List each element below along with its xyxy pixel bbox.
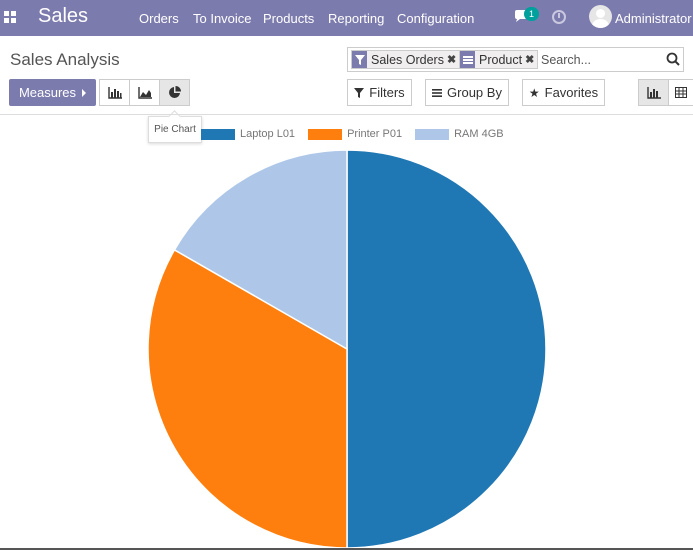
legend-item-laptop[interactable]: Laptop L01 <box>201 128 295 140</box>
facet-label: Sales Orders <box>371 52 444 67</box>
search-bar: Sales Orders ✖ Product ✖ <box>347 47 684 72</box>
pivot-view-icon <box>675 87 687 98</box>
line-chart-icon <box>137 86 152 99</box>
graph-view-icon <box>646 86 661 99</box>
legend-label: Laptop L01 <box>240 128 296 140</box>
control-panel-divider <box>0 114 693 115</box>
legend-item-printer[interactable]: Printer P01 <box>308 128 402 140</box>
favorites-button[interactable]: ★ Favorites <box>522 79 605 106</box>
bar-chart-icon <box>107 86 122 99</box>
app-name: Sales <box>38 5 89 27</box>
top-navbar: Sales Orders To Invoice Products Reporti… <box>0 0 693 36</box>
filters-label: Filters <box>369 85 405 100</box>
caret-right-icon <box>82 88 87 97</box>
legend-swatch <box>201 128 235 140</box>
groupby-icon <box>460 51 475 68</box>
user-name[interactable]: Administrator <box>615 11 692 26</box>
filter-icon <box>352 51 367 68</box>
remove-facet-icon[interactable]: ✖ <box>446 54 457 66</box>
pie-slice-printer-p01[interactable] <box>147 248 348 549</box>
graph-view-button[interactable] <box>638 79 669 106</box>
remove-facet-icon[interactable]: ✖ <box>525 54 535 66</box>
pie-slice-ram-4gb[interactable] <box>173 149 348 351</box>
measures-button[interactable]: Measures <box>9 79 96 106</box>
legend-label: RAM 4GB <box>454 128 504 140</box>
bar-chart-mode-button[interactable] <box>99 79 130 106</box>
chart-mode-group <box>99 79 190 106</box>
search-icon[interactable] <box>666 51 681 68</box>
filter-icon <box>354 87 365 98</box>
facet-product: Product ✖ <box>459 50 539 69</box>
chart-legend: Laptop L01 Printer P01 RAM 4GB <box>201 127 517 141</box>
legend-item-ram[interactable]: RAM 4GB <box>415 128 504 140</box>
search-input[interactable] <box>541 51 666 69</box>
pivot-view-button[interactable] <box>668 79 693 106</box>
filters-button[interactable]: Filters <box>347 79 412 106</box>
pie-chart-icon <box>169 86 181 98</box>
activity-clock-icon[interactable] <box>552 10 566 24</box>
menu-products[interactable]: Products <box>263 11 315 26</box>
pie-chart-mode-button[interactable] <box>159 79 190 106</box>
menu-configuration[interactable]: Configuration <box>397 11 475 26</box>
line-chart-mode-button[interactable] <box>129 79 160 106</box>
bottom-border <box>0 548 693 550</box>
measures-label: Measures <box>18 85 77 100</box>
pie-chart <box>147 149 547 549</box>
facet-sales-orders: Sales Orders ✖ <box>351 50 461 69</box>
legend-swatch <box>308 128 343 140</box>
facet-label: Product <box>479 52 523 67</box>
user-avatar[interactable] <box>589 5 612 28</box>
menu-reporting[interactable]: Reporting <box>328 11 385 26</box>
group-by-label: Group By <box>447 85 502 100</box>
groupby-icon <box>432 88 443 97</box>
favorites-label: Favorites <box>544 85 599 100</box>
menu-orders[interactable]: Orders <box>139 11 179 26</box>
pie-slice-laptop-l01[interactable] <box>346 149 547 549</box>
page-title: Sales Analysis <box>10 50 120 69</box>
group-by-button[interactable]: Group By <box>425 79 509 106</box>
chat-count-badge: 1 <box>524 7 539 21</box>
legend-swatch <box>415 128 450 140</box>
legend-label: Printer P01 <box>347 128 403 140</box>
star-icon: ★ <box>528 85 540 100</box>
apps-menu-icon[interactable] <box>4 11 16 23</box>
menu-to-invoice[interactable]: To Invoice <box>193 11 252 26</box>
